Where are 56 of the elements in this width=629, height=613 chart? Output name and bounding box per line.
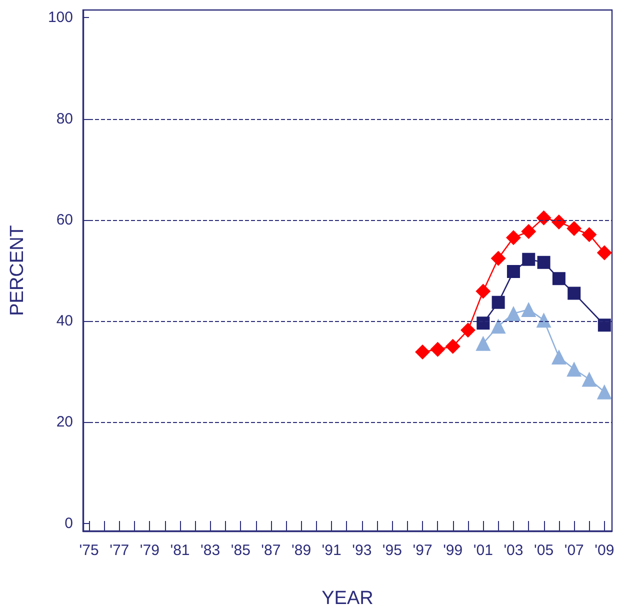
y-axis-title: PERCENT: [7, 224, 28, 316]
y-tick-label: 60: [56, 211, 73, 228]
point: [521, 302, 536, 317]
x-tick-label: '85: [230, 542, 250, 559]
point: [551, 349, 566, 364]
point: [506, 265, 520, 278]
x-tick-label: '93: [352, 542, 372, 559]
x-tick-label: '07: [564, 542, 584, 559]
x-tick-label: '81: [170, 542, 190, 559]
point: [415, 344, 430, 360]
point: [582, 372, 597, 387]
point: [596, 245, 612, 260]
y-tick-label: 40: [56, 312, 73, 330]
point: [536, 312, 552, 328]
point: [522, 252, 536, 266]
x-tick-label: '05: [534, 542, 554, 559]
x-tick-label: '83: [200, 542, 220, 559]
point: [552, 272, 566, 286]
y-tick-label: 0: [64, 514, 73, 532]
point: [536, 210, 552, 226]
point: [521, 224, 536, 240]
x-tick-label: '77: [110, 542, 130, 559]
point: [596, 384, 612, 400]
point: [490, 250, 506, 266]
point: [568, 286, 581, 300]
x-tick-label: '09: [594, 542, 614, 559]
point: [476, 316, 490, 330]
x-tick-label: '97: [412, 542, 432, 559]
point: [598, 318, 611, 332]
x-tick-label: '79: [140, 542, 160, 559]
point: [506, 230, 521, 246]
x-tick-label: '01: [473, 542, 493, 559]
x-tick-label: '95: [382, 542, 402, 559]
x-tick-label: '99: [443, 542, 463, 559]
point: [476, 284, 491, 299]
point: [566, 362, 582, 377]
point: [460, 322, 476, 338]
point: [492, 296, 505, 309]
y-tick-label: 80: [56, 110, 73, 128]
y-tick-label: 20: [56, 414, 73, 431]
y-tick-label: 100: [48, 9, 73, 26]
point: [551, 214, 566, 230]
point: [582, 227, 597, 242]
x-tick-label: '75: [79, 542, 99, 559]
x-tick-label: '89: [291, 542, 312, 559]
point: [476, 336, 491, 351]
point: [445, 338, 460, 354]
point: [566, 221, 582, 236]
point: [537, 256, 550, 269]
point: [506, 306, 521, 321]
point: [490, 318, 506, 334]
x-tick-label: '91: [322, 542, 342, 559]
x-axis-title: YEAR: [322, 588, 374, 609]
x-tick-label: '87: [261, 542, 281, 559]
point: [430, 342, 446, 357]
x-tick-label: '03: [504, 542, 524, 559]
